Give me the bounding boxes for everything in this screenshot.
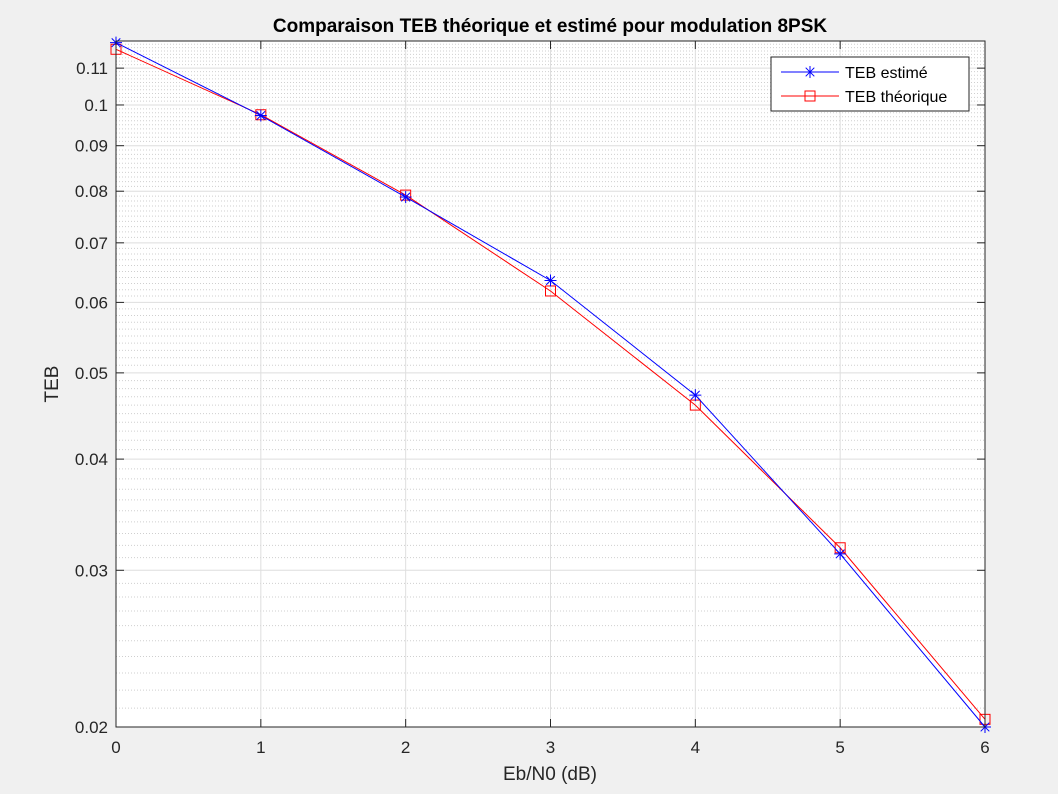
y-tick-label: 0.04 bbox=[75, 450, 108, 469]
data-point-estime-stroke bbox=[545, 275, 556, 286]
data-point-estime bbox=[399, 191, 412, 204]
legend-marker-icon bbox=[804, 90, 816, 102]
legend[interactable]: TEB estimé TEB théorique bbox=[770, 56, 970, 112]
data-point-estime-stroke bbox=[256, 110, 266, 121]
x-tick-label: 2 bbox=[401, 738, 410, 757]
y-tick-label: 0.1 bbox=[84, 96, 108, 115]
legend-label-theorique: TEB théorique bbox=[845, 89, 947, 106]
y-tick-label: 0.09 bbox=[75, 137, 108, 156]
y-tick-label: 0.05 bbox=[75, 364, 108, 383]
data-point-estime bbox=[689, 389, 702, 402]
data-point-estime bbox=[834, 547, 847, 560]
legend-marker-icon bbox=[804, 66, 816, 78]
data-point-estime bbox=[254, 109, 267, 122]
y-tick-label: 0.11 bbox=[76, 59, 108, 78]
data-point-estime bbox=[544, 274, 557, 287]
y-tick-label: 0.02 bbox=[75, 718, 108, 737]
y-axis-label: TEB bbox=[42, 366, 63, 403]
y-tick-label: 0.07 bbox=[75, 234, 108, 253]
data-point-estime-stroke bbox=[401, 192, 411, 202]
x-tick-label: 3 bbox=[546, 738, 555, 757]
data-point-estime-stroke bbox=[835, 549, 845, 559]
x-tick-label: 5 bbox=[835, 738, 844, 757]
chart-title: Comparaison TEB théorique et estimé pour… bbox=[273, 16, 828, 37]
x-axis-label: Eb/N0 (dB) bbox=[503, 764, 597, 785]
axis-ticks bbox=[115, 41, 986, 728]
legend-marker-theorique bbox=[804, 90, 816, 102]
x-tick-label: 4 bbox=[691, 738, 700, 757]
data-point-estime-stroke bbox=[690, 390, 700, 400]
y-tick-label: 0.08 bbox=[75, 182, 108, 201]
legend-marker-estime bbox=[804, 66, 816, 78]
legend-marker-icon-stroke bbox=[805, 67, 815, 77]
legend-box bbox=[770, 56, 970, 112]
legend-label-estime: TEB estimé bbox=[845, 65, 928, 82]
y-tick-label: 0.03 bbox=[75, 561, 108, 580]
x-tick-label: 1 bbox=[256, 738, 265, 757]
tick-labels: 0 1 2 3 4 5 6 0.02 0.03 0.04 0.05 0.06 0.07 0.08 0.09 0… bbox=[75, 59, 990, 757]
y-tick-label: 0.06 bbox=[75, 293, 108, 312]
x-tick-label: 0 bbox=[111, 738, 120, 757]
x-tick-label: 6 bbox=[980, 738, 989, 757]
